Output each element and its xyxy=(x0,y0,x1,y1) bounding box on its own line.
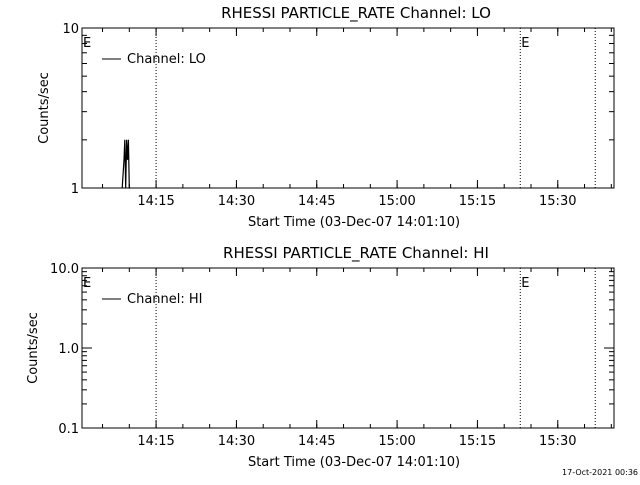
panel-2-y-axis-label: Counts/sec xyxy=(26,312,41,384)
panel-1-x-tick-label: 15:00 xyxy=(378,194,415,209)
panel-2-x-tick-label: 14:30 xyxy=(218,434,255,449)
panel-2-event-marker-end: E xyxy=(521,276,529,291)
panel-2-x-tick-label: 14:15 xyxy=(137,434,174,449)
panel-1-x-tick-label: 14:45 xyxy=(298,194,335,209)
panel-1-x-tick-label: 14:15 xyxy=(137,194,174,209)
panel-2-title: RHESSI PARTICLE_RATE Channel: HI xyxy=(223,244,489,263)
panel-2-event-marker-start: E xyxy=(83,276,91,291)
panel-1-y-tick-label: 1 xyxy=(71,182,79,197)
panel-2-x-tick-label: 14:45 xyxy=(298,434,335,449)
panel-1-x-tick-label: 14:30 xyxy=(218,194,255,209)
panel-1-plot-frame xyxy=(81,27,615,189)
panel-2-x-tick-label: 15:15 xyxy=(459,434,496,449)
panel-1-y-axis-label: Counts/sec xyxy=(37,72,52,144)
panel-1-event-marker-end: E xyxy=(521,36,529,51)
panel-2-x-axis-label: Start Time (03-Dec-07 14:01:10) xyxy=(248,455,460,470)
panel-2-x-tick-label: 15:00 xyxy=(378,434,415,449)
panel-1-y-tick-label: 10 xyxy=(62,22,79,37)
panel-2-y-tick-label: 10.0 xyxy=(50,262,79,277)
footer-timestamp: 17-Oct-2021 00:36 xyxy=(562,468,638,477)
panel-2-x-tick-label: 15:30 xyxy=(539,434,576,449)
panel-1-legend-label: Channel: LO xyxy=(127,52,206,67)
panel-2-y-tick-label: 1.0 xyxy=(58,342,79,357)
panel-1-x-axis-label: Start Time (03-Dec-07 14:01:10) xyxy=(248,215,460,230)
panel-1-title: RHESSI PARTICLE_RATE Channel: LO xyxy=(221,4,491,23)
panel-2-y-tick-label: 0.1 xyxy=(58,422,79,437)
panel-1-event-marker-start: E xyxy=(83,36,91,51)
panel-2-legend-label: Channel: HI xyxy=(127,292,203,307)
panel-1-x-tick-label: 15:15 xyxy=(459,194,496,209)
panel-1-x-tick-label: 15:30 xyxy=(539,194,576,209)
panel-1-series-line xyxy=(121,139,131,189)
